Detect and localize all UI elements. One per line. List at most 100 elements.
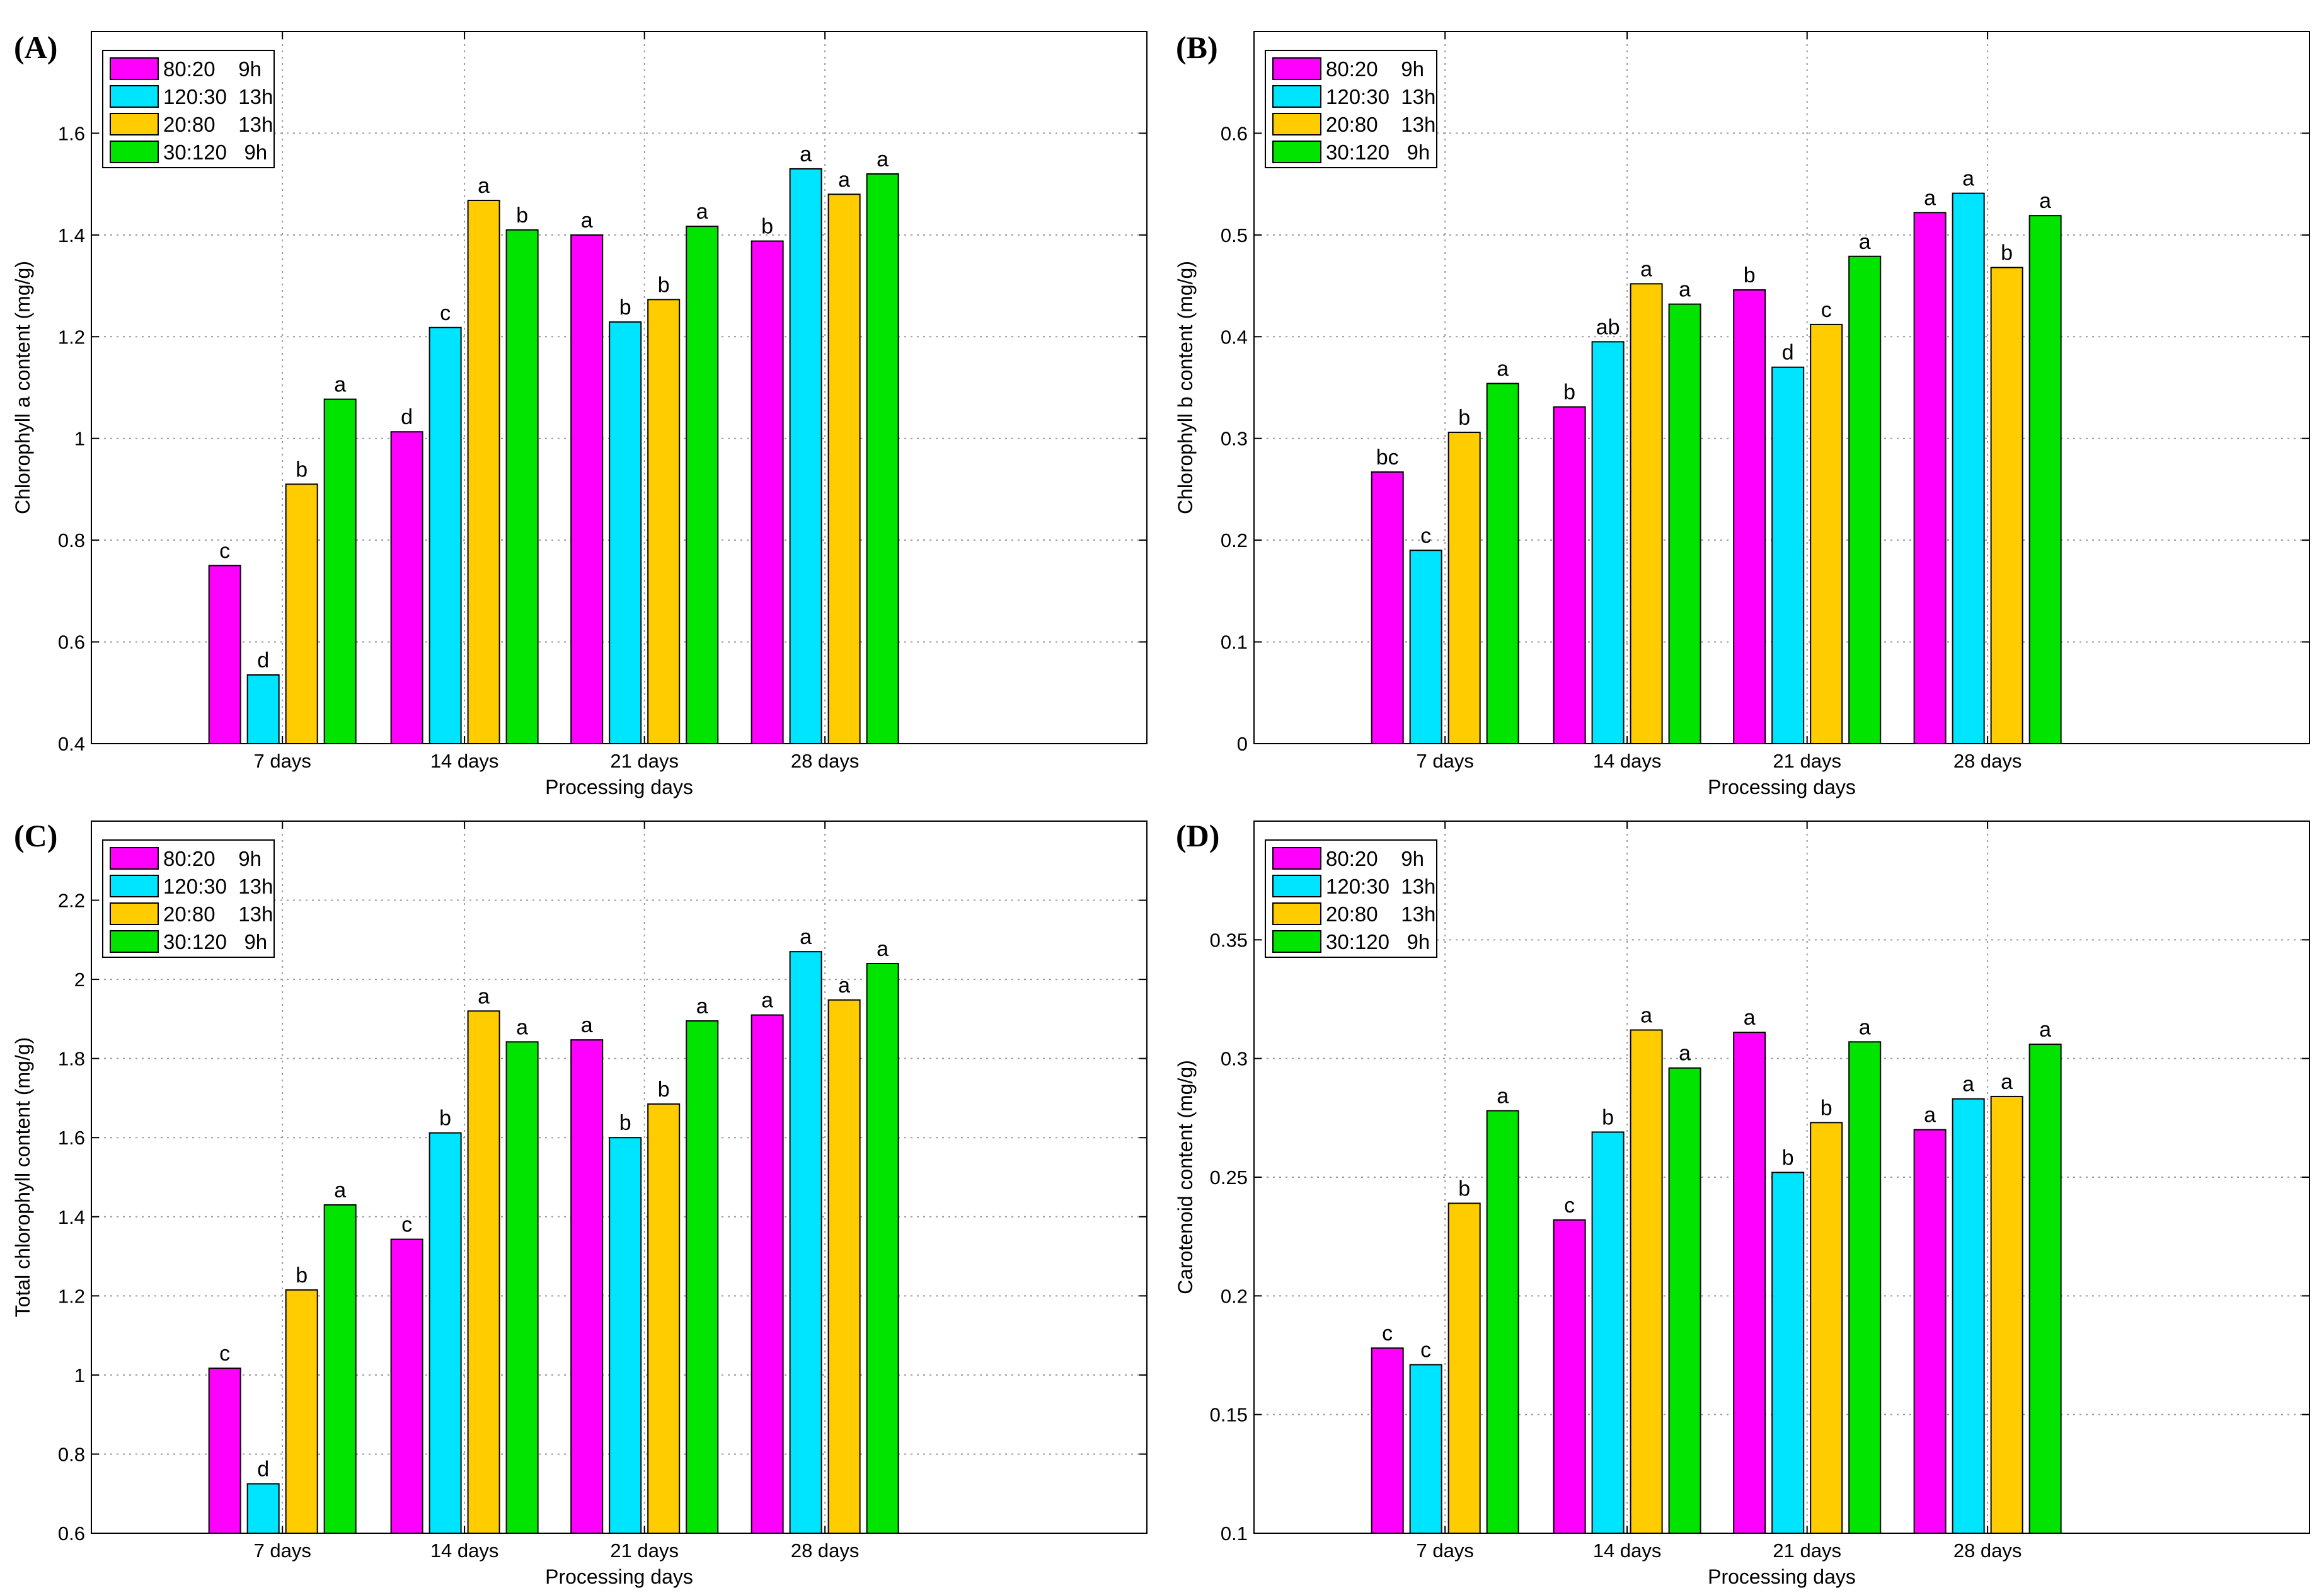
bar (1630, 1029, 1663, 1534)
bar (1990, 1095, 2023, 1534)
bar (285, 483, 318, 744)
y-tick-label: 1.6 (58, 1127, 85, 1149)
bar (1553, 1219, 1586, 1535)
legend-entry-label: 120:30 13h (1326, 875, 1435, 898)
significance-letter: b (761, 215, 773, 239)
significance-letter: a (478, 174, 490, 198)
significance-letter: a (1962, 167, 1974, 191)
significance-letter: c (401, 1213, 412, 1237)
bar (1952, 192, 1985, 744)
bar (1848, 1041, 1882, 1535)
significance-letter: b (1458, 406, 1470, 430)
bar (647, 1103, 681, 1534)
x-tick-label: 7 days (1417, 750, 1474, 772)
significance-letter: a (1679, 1042, 1691, 1066)
significance-letter: c (1420, 524, 1431, 548)
chart-panel-0: (A) c d b a d c a b a b b a b a a a 0.4 0.6 0.8 1 1.2 1.4 1.6 7 … (11, 30, 1148, 798)
x-tick-label: 14 days (1593, 750, 1662, 772)
bar (246, 674, 280, 745)
y-tick-label: 1.8 (58, 1048, 85, 1070)
y-tick-label: 0.4 (1221, 326, 1248, 348)
bar (570, 234, 604, 745)
bar (505, 1041, 539, 1535)
y-tick-label: 1 (74, 428, 85, 450)
significance-letter: d (1782, 341, 1794, 365)
bar (1913, 1129, 1947, 1534)
significance-letter: b (1458, 1177, 1470, 1201)
legend-entry-label: 20:80 13h (1326, 902, 1435, 926)
bar (866, 173, 899, 744)
y-tick-label: 0.6 (58, 631, 85, 654)
bar (1771, 1172, 1805, 1534)
x-tick-label: 14 days (1593, 1540, 1662, 1562)
bar (647, 299, 681, 745)
chart-panel-3: (D) c c b a c b a a a b b a a a a a 0.1 0.15 0.2 0.25 0.3 0.35… (1174, 818, 2310, 1588)
bar (1447, 432, 1481, 744)
bar (1733, 1032, 1766, 1534)
legend-swatch (1272, 85, 1321, 108)
significance-letter: a (581, 1013, 593, 1037)
bar (1771, 366, 1805, 744)
significance-letter: a (800, 142, 812, 166)
y-tick-label: 1.4 (58, 224, 85, 246)
y-axis-label: Chlorophyll b content (mg/g) (1174, 261, 1197, 514)
x-tick-label: 28 days (791, 1540, 860, 1562)
bar (1913, 212, 1947, 745)
bar (1486, 383, 1519, 744)
significance-letter: d (257, 1458, 269, 1482)
bar (429, 326, 462, 744)
axes-frame (1253, 31, 2310, 744)
bar (390, 431, 423, 744)
significance-letter: a (761, 989, 773, 1013)
bar (390, 1238, 423, 1535)
significance-letter: c (1420, 1339, 1431, 1362)
axes-frame (91, 821, 1148, 1534)
legend-swatch (110, 930, 159, 953)
legend-swatch (110, 141, 159, 163)
significance-letter: c (1564, 1194, 1575, 1218)
x-tick-label: 7 days (254, 1540, 311, 1562)
x-tick-label: 21 days (1773, 1540, 1841, 1562)
significance-letter: a (696, 994, 708, 1018)
bar (827, 193, 861, 744)
y-tick-label: 0.35 (1210, 929, 1248, 951)
y-tick-label: 2 (74, 969, 85, 991)
significance-letter: a (334, 1178, 346, 1202)
legend-entry-label: 30:120 9h (1326, 141, 1430, 164)
legend-entry-label: 120:30 13h (163, 85, 273, 108)
significance-letter: c (1821, 298, 1832, 322)
y-tick-label: 0 (1237, 733, 1248, 755)
bar (1409, 550, 1442, 744)
bar (827, 999, 861, 1535)
bar (467, 199, 500, 744)
bar (208, 1368, 241, 1534)
bar (2028, 1044, 2062, 1534)
panel-label: (C) (14, 818, 57, 853)
bar (429, 1132, 462, 1534)
bar (1810, 323, 1843, 744)
x-axis-label: Processing days (545, 1565, 693, 1588)
bar (323, 1204, 357, 1534)
significance-letter: a (877, 937, 889, 961)
significance-letter: a (334, 373, 346, 397)
bar (208, 565, 241, 744)
y-tick-label: 0.2 (1221, 529, 1248, 551)
y-tick-label: 0.25 (1210, 1166, 1248, 1189)
significance-letter: b (619, 1111, 631, 1135)
bar (1810, 1122, 1843, 1535)
significance-letter: a (696, 200, 708, 224)
significance-letter: a (2001, 1070, 2013, 1094)
bar (1733, 289, 1766, 744)
bar (285, 1289, 318, 1534)
legend-swatch (1272, 875, 1321, 897)
significance-letter: a (1859, 1015, 1871, 1039)
legend-entry-label: 20:80 13h (1326, 113, 1435, 136)
significance-letter: a (1924, 186, 1936, 210)
bar (467, 1010, 500, 1535)
significance-letter: a (1924, 1103, 1936, 1127)
bar (609, 321, 642, 744)
x-tick-label: 28 days (791, 750, 860, 772)
legend-swatch (110, 85, 159, 108)
x-axis-label: Processing days (1708, 1565, 1856, 1588)
chart-panel-1: (B)bccbababaabdcaaaba00.10.20.30.40.50.6… (1174, 30, 2310, 798)
